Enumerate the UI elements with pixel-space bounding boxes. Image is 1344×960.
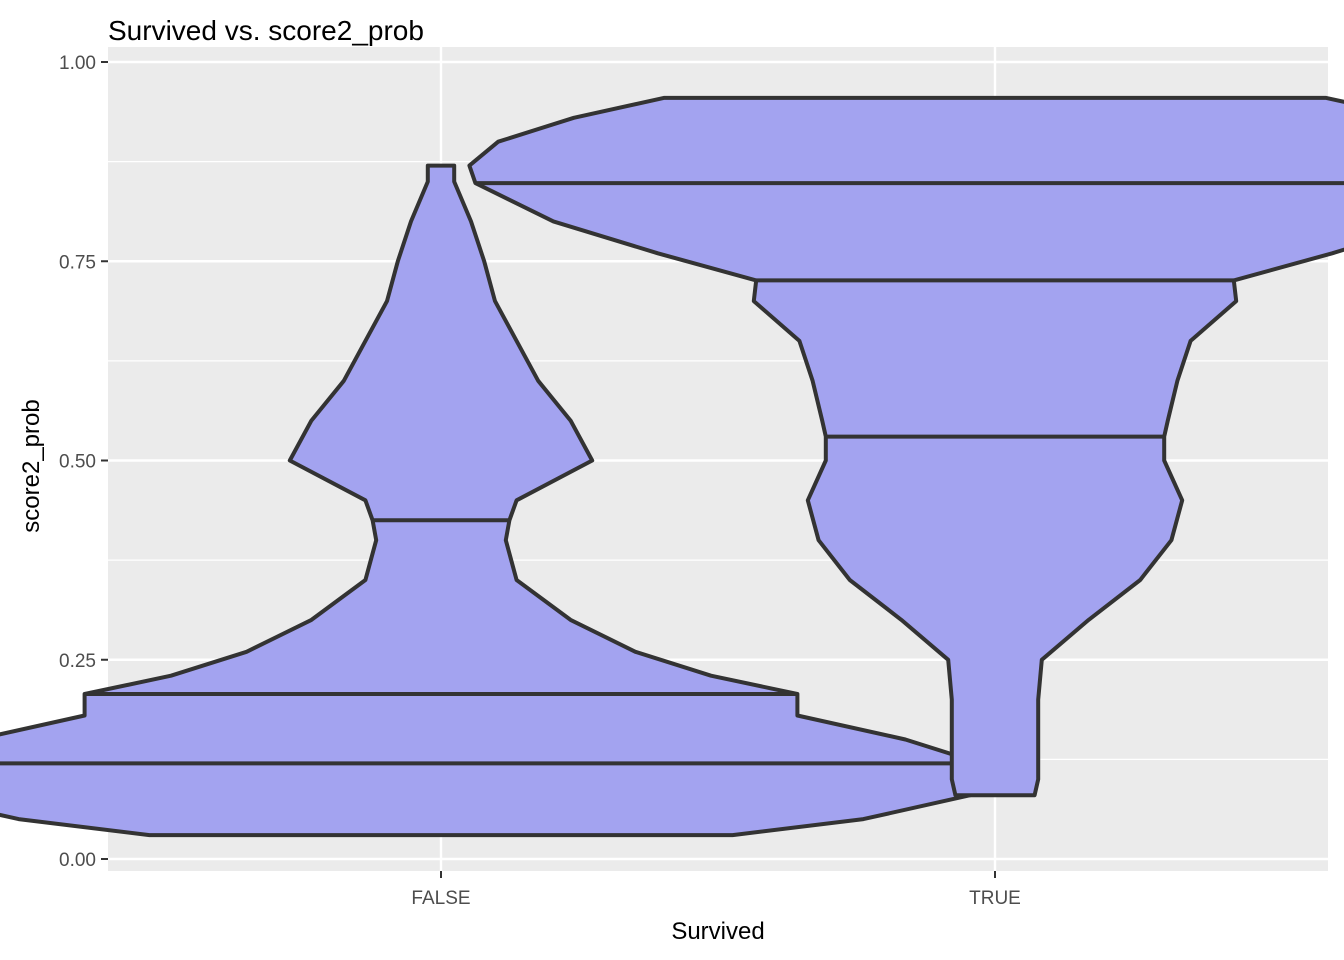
chart-title: Survived vs. score2_prob [108,15,424,46]
x-tick-label: FALSE [411,888,470,909]
x-tick-label: TRUE [969,888,1021,909]
axes: 0.00 0.25 0.50 0.75 1.00 FALSE TRUE [59,53,1021,909]
violin-true [467,95,1344,798]
y-tick-label: 0.00 [59,850,96,871]
violins [0,95,1344,838]
y-tick-label: 1.00 [59,53,96,74]
y-tick-label: 0.50 [59,452,96,473]
x-axis-title: Survived [671,918,764,945]
y-tick-label: 0.25 [59,651,96,672]
y-axis-title: score2_prob [18,399,45,532]
y-tick-label: 0.75 [59,252,96,273]
